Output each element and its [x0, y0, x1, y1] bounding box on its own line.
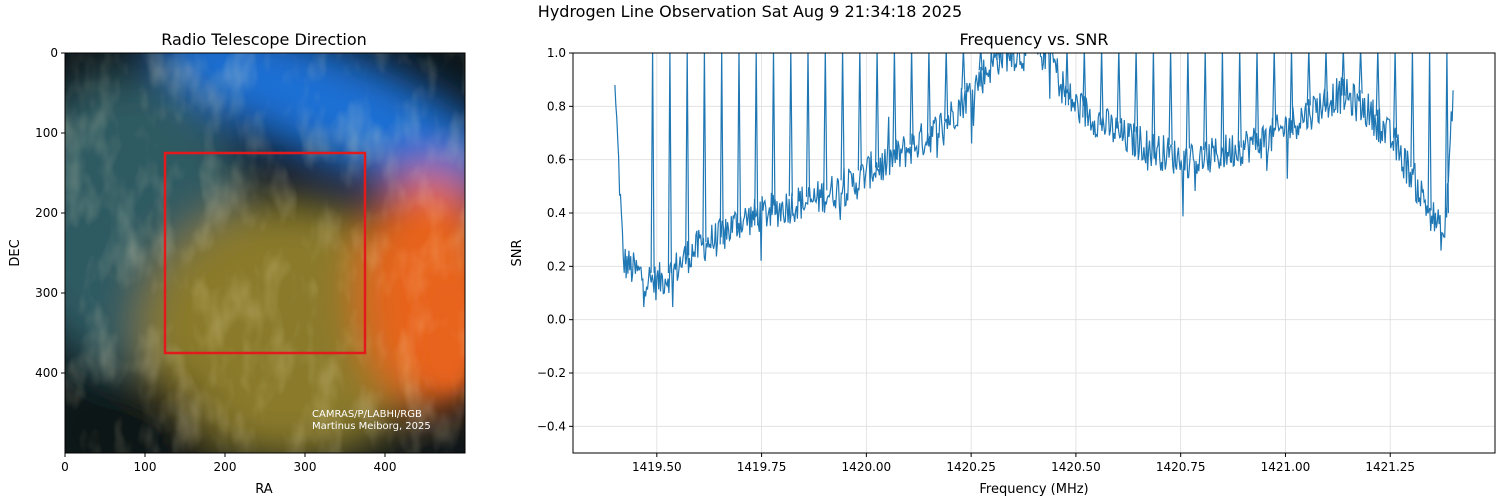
snr-y-tick-label: 0.4	[547, 206, 566, 220]
snr-spike	[788, 53, 793, 197]
snr-spike	[719, 53, 724, 245]
snr-spike	[771, 53, 776, 216]
snr-y-tick-label: −0.2	[537, 366, 566, 380]
snr-spike	[1444, 53, 1449, 214]
figure-suptitle: Hydrogen Line Observation Sat Aug 9 21:3…	[537, 2, 963, 21]
snr-x-tick-label: 1421.25	[1365, 460, 1415, 474]
snr-spike	[1427, 53, 1432, 211]
snr-spike	[1272, 53, 1277, 125]
snr-spike	[1237, 53, 1242, 148]
snr-grid	[573, 52, 1495, 453]
snr-spike	[1151, 53, 1156, 156]
snr-spike	[1289, 53, 1294, 136]
snr-spike	[1220, 53, 1225, 166]
snr-spike	[1358, 53, 1363, 94]
snr-y-tick-label: 0.8	[547, 99, 566, 113]
sky-y-tick-label: 400	[35, 366, 58, 380]
sky-y-tick-label: 300	[35, 286, 58, 300]
snr-spike	[926, 53, 931, 144]
sky-credit-line-1: CAMRAS/P/LABHI/RGB	[312, 409, 422, 420]
snr-spike	[1410, 53, 1415, 168]
sky-map-image	[65, 53, 465, 453]
sky-x-tick-label: 100	[134, 460, 157, 474]
snr-spike	[667, 53, 672, 273]
snr-spike	[1393, 53, 1398, 138]
snr-chart-title: Frequency vs. SNR	[960, 30, 1109, 49]
snr-spike	[875, 53, 880, 168]
sky-y-axis-label: DEC	[8, 239, 23, 266]
sky-x-ticks: 0 100 200 300 400	[61, 453, 396, 474]
snr-spike	[840, 53, 845, 181]
snr-spike	[961, 53, 966, 90]
snr-spike	[823, 53, 828, 191]
snr-spike	[1323, 53, 1329, 107]
snr-x-ticks: 1419.50 1419.75 1420.00 1420.25 1420.50 1420.…	[632, 453, 1415, 474]
sky-x-tick-label: 300	[294, 460, 317, 474]
snr-chart-panel: Frequency vs. SNR 1419.50 1419.75 1420.00 1…	[510, 30, 1496, 497]
snr-y-tick-label: 0.2	[547, 259, 566, 273]
sky-y-tick-label: 100	[35, 126, 58, 140]
snr-spike	[736, 53, 742, 230]
snr-spike	[944, 53, 949, 122]
snr-spike	[857, 53, 862, 171]
snr-spike	[1341, 53, 1346, 96]
sky-y-ticks: 0 100 200 300 400	[35, 46, 65, 380]
snr-spike	[909, 53, 914, 145]
sky-map-panel: Radio Telescope Direction CAMRAS/P/LABHI…	[8, 30, 466, 497]
sky-map-frame	[64, 52, 466, 454]
snr-spike	[702, 53, 707, 243]
snr-y-ticks: −0.4 −0.2 0.0 0.2 0.4 0.6 0.8 1.0	[537, 46, 573, 433]
sky-y-tick-label: 0	[50, 46, 58, 60]
snr-spike	[1254, 53, 1260, 147]
snr-y-tick-label: 1.0	[547, 46, 566, 60]
snr-spike	[1168, 53, 1173, 146]
sky-map-title: Radio Telescope Direction	[161, 30, 367, 49]
snr-spike	[685, 53, 690, 256]
pointing-box	[163, 151, 367, 355]
snr-spike	[754, 53, 759, 226]
snr-x-tick-label: 1419.50	[632, 460, 682, 474]
sky-x-tick-label: 0	[61, 460, 69, 474]
snr-spikes	[650, 53, 1449, 273]
sky-x-axis-label: RA	[255, 482, 273, 497]
snr-x-tick-label: 1421.00	[1261, 460, 1311, 474]
snr-spike	[650, 53, 655, 273]
snr-spike	[1375, 53, 1380, 116]
snr-x-tick-label: 1420.25	[946, 460, 996, 474]
sky-fibre-texture	[65, 53, 465, 453]
snr-x-tick-label: 1420.00	[842, 460, 892, 474]
snr-spike	[1116, 53, 1121, 124]
snr-chart-frame	[572, 52, 1496, 454]
snr-spike	[978, 53, 983, 71]
snr-spike	[1134, 53, 1139, 132]
snr-spike	[1203, 53, 1208, 151]
snr-x-tick-label: 1420.75	[1156, 460, 1206, 474]
snr-spike	[1306, 53, 1311, 106]
snr-x-tick-label: 1420.50	[1051, 460, 1101, 474]
sky-credit-line-2: Martinus Meiborg, 2025	[312, 421, 431, 432]
snr-spike	[1185, 53, 1190, 149]
sky-x-tick-label: 200	[214, 460, 237, 474]
snr-spike	[892, 53, 897, 160]
snr-spike	[1099, 53, 1104, 126]
snr-x-tick-label: 1419.75	[737, 460, 787, 474]
snr-spike	[1082, 53, 1087, 118]
snr-spike	[1064, 53, 1070, 106]
snr-y-axis-label: SNR	[510, 239, 525, 266]
snr-spike	[995, 53, 1001, 60]
snr-y-tick-label: −0.4	[537, 419, 566, 433]
sky-x-tick-label: 400	[374, 460, 397, 474]
snr-y-tick-label: 0.0	[547, 313, 566, 327]
snr-spike	[805, 53, 811, 197]
snr-y-tick-label: 0.6	[547, 153, 566, 167]
snr-x-axis-label: Frequency (MHz)	[979, 482, 1088, 497]
sky-y-tick-label: 200	[35, 206, 58, 220]
